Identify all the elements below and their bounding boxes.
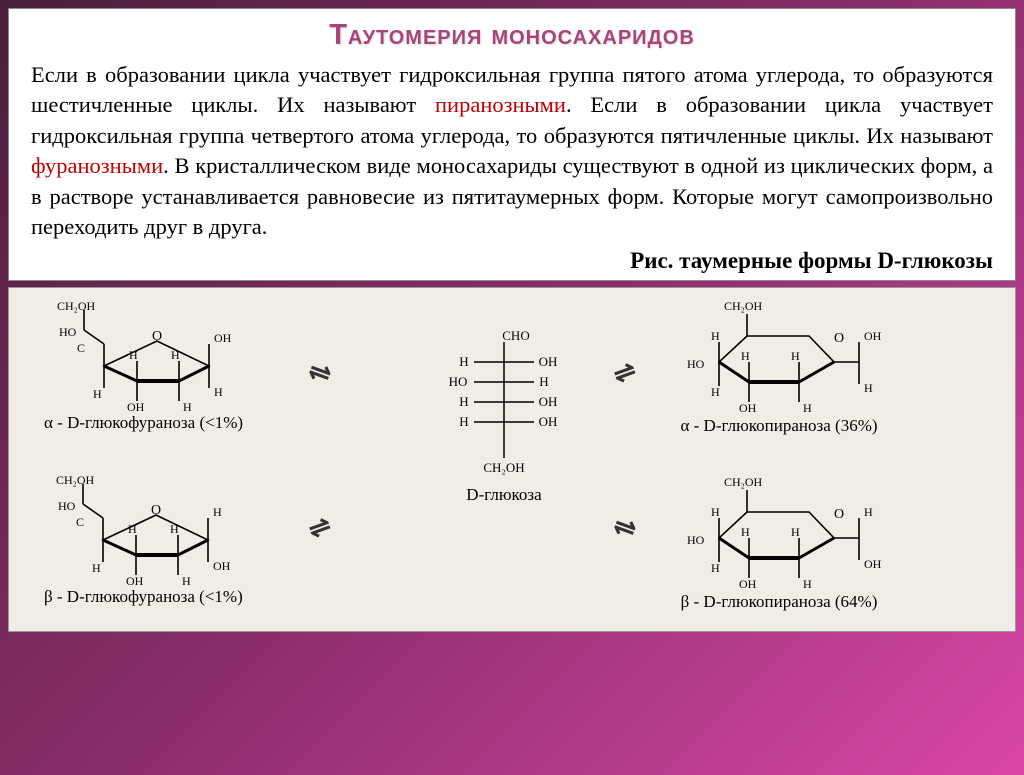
svg-text:H: H <box>170 522 179 536</box>
svg-text:H: H <box>93 387 102 401</box>
beta-pyranose-label: β - D-глюкопираноза (64%) <box>669 592 889 612</box>
svg-text:OH: OH <box>127 400 145 411</box>
svg-text:O: O <box>834 331 844 346</box>
slide-title: Таутомерия моносахаридов <box>31 19 993 52</box>
svg-text:H: H <box>459 354 468 369</box>
svg-text:H: H <box>128 522 137 536</box>
svg-text:OH: OH <box>539 394 558 409</box>
eq-arrow: ⇌ <box>610 355 641 391</box>
alpha-pyranose-label: α - D-глюкопираноза (36%) <box>669 416 889 436</box>
svg-text:CH₂OH: CH₂OH <box>483 460 524 475</box>
svg-text:H: H <box>803 577 812 590</box>
eq-arrow: ⇌ <box>305 510 336 546</box>
svg-text:H: H <box>459 414 468 429</box>
alpha-furanose: O CH₂OH HO C <box>44 296 243 433</box>
svg-text:HO: HO <box>687 533 705 547</box>
figure-caption: Рис. таумерные формы D-глюкозы <box>31 248 993 274</box>
svg-text:H: H <box>539 374 548 389</box>
svg-text:OH: OH <box>864 557 882 571</box>
svg-text:OH: OH <box>539 414 558 429</box>
svg-text:CHO: CHO <box>502 328 529 343</box>
svg-text:H: H <box>183 400 192 411</box>
svg-text:H: H <box>741 525 750 539</box>
alpha-pyranose: O CH₂OH H HO H H <box>669 294 889 436</box>
svg-text:C: C <box>77 341 85 355</box>
svg-text:O: O <box>151 329 161 344</box>
svg-text:C: C <box>76 515 84 529</box>
beta-furanose-label: β - D-глюкофураноза (<1%) <box>44 587 243 607</box>
highlight-pyranose: пиранозными <box>435 92 566 117</box>
beta-pyranose: O CH₂OH H HO H H OH <box>669 470 889 612</box>
svg-text:H: H <box>711 505 720 519</box>
open-chain: CHO H OH HO H H OH H OH CH₂OH D-глюкоза <box>434 328 574 505</box>
open-chain-label: D-глюкоза <box>434 485 574 505</box>
svg-text:H: H <box>129 348 138 362</box>
svg-text:CH₂OH: CH₂OH <box>57 299 96 313</box>
svg-text:OH: OH <box>213 559 231 573</box>
eq-arrow: ⇌ <box>610 510 641 546</box>
svg-text:H: H <box>711 561 720 575</box>
alpha-furanose-label: α - D-глюкофураноза (<1%) <box>44 413 243 433</box>
svg-text:HO: HO <box>59 325 77 339</box>
eq-arrow: ⇌ <box>305 355 336 391</box>
svg-text:H: H <box>741 349 750 363</box>
svg-text:H: H <box>803 401 812 414</box>
svg-text:OH: OH <box>739 577 757 590</box>
svg-text:OH: OH <box>864 329 882 343</box>
svg-text:H: H <box>791 349 800 363</box>
svg-text:OH: OH <box>214 331 232 345</box>
svg-text:H: H <box>459 394 468 409</box>
svg-text:O: O <box>151 503 161 518</box>
svg-text:CH₂OH: CH₂OH <box>56 473 95 487</box>
svg-text:H: H <box>92 561 101 575</box>
svg-text:HO: HO <box>449 374 468 389</box>
svg-text:HO: HO <box>58 499 76 513</box>
svg-text:OH: OH <box>539 354 558 369</box>
svg-text:CH₂OH: CH₂OH <box>724 475 763 489</box>
svg-text:HO: HO <box>687 357 705 371</box>
svg-text:H: H <box>864 381 873 395</box>
svg-text:H: H <box>171 348 180 362</box>
svg-text:H: H <box>791 525 800 539</box>
svg-text:H: H <box>213 505 222 519</box>
beta-furanose: O CH₂OH HO C H H OH <box>44 470 243 607</box>
svg-text:H: H <box>711 329 720 343</box>
svg-text:H: H <box>711 385 720 399</box>
svg-text:H: H <box>214 385 223 399</box>
text-panel: Таутомерия моносахаридов Если в образова… <box>8 8 1016 281</box>
svg-text:H: H <box>864 505 873 519</box>
svg-text:OH: OH <box>739 401 757 414</box>
svg-text:CH₂OH: CH₂OH <box>724 299 763 313</box>
tautomer-diagram: O CH₂OH HO C <box>8 287 1016 632</box>
highlight-furanose: фуранозными <box>31 153 163 178</box>
svg-text:H: H <box>182 574 191 585</box>
svg-text:OH: OH <box>126 574 144 585</box>
svg-text:O: O <box>834 507 844 522</box>
body-paragraph: Если в образовании цикла участвует гидро… <box>31 60 993 242</box>
text-seg: . В кристаллическом виде моносахариды су… <box>31 153 993 239</box>
